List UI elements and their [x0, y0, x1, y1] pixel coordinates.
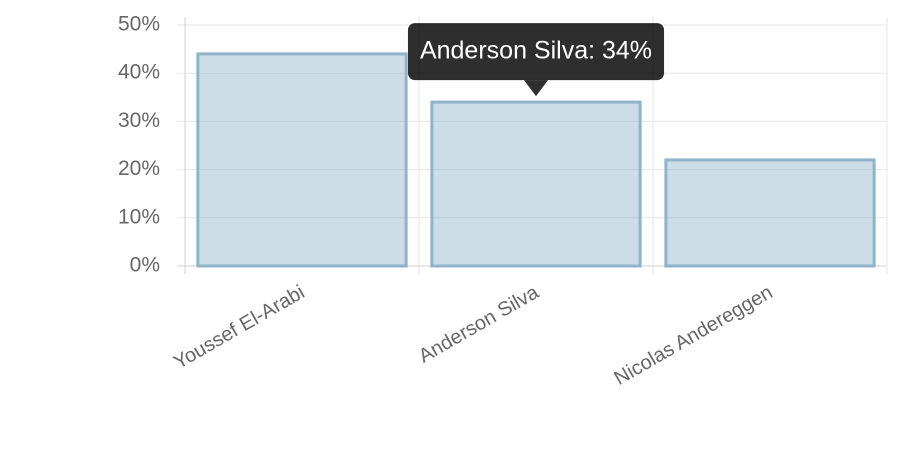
y-tick-label: 0% — [130, 254, 160, 277]
tooltip-caret — [524, 80, 548, 97]
y-tick-label: 10% — [118, 205, 160, 228]
tooltip — [407, 23, 665, 97]
y-tick-label: 40% — [118, 61, 160, 84]
bar — [430, 100, 642, 268]
x-tick-label: Nicolas Andereggen — [610, 281, 776, 390]
y-tick-label: 50% — [118, 13, 160, 36]
x-tick-label: Youssef El-Arabi — [170, 281, 308, 374]
tooltip-box — [407, 23, 665, 81]
tooltip-text: Anderson Silva: 34% — [420, 37, 652, 65]
x-tick-label: Anderson Silva — [415, 281, 543, 368]
y-tick-label: 20% — [118, 157, 160, 180]
bar — [196, 52, 408, 268]
y-tick-label: 30% — [118, 109, 160, 132]
bar — [664, 158, 876, 268]
